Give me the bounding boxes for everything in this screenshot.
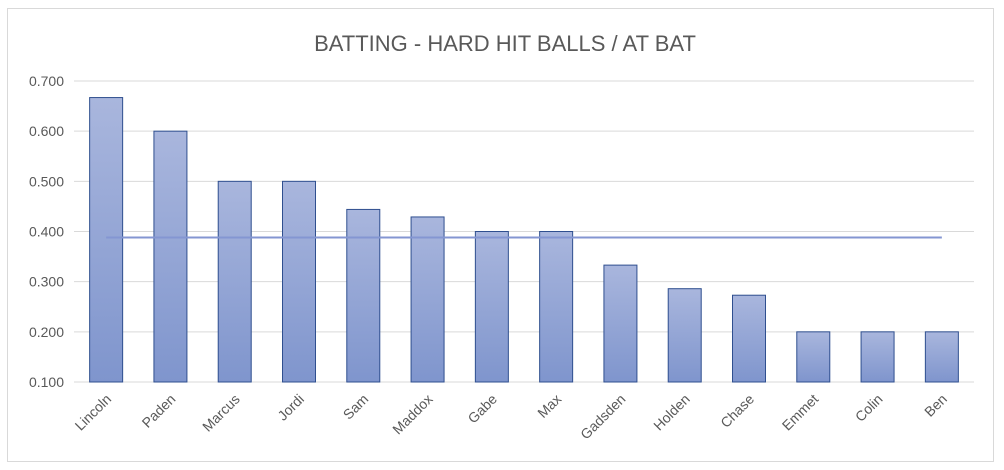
x-category-label: Lincoln	[72, 391, 115, 434]
bar-maddox	[410, 216, 445, 383]
y-tick-label: 0.200	[29, 324, 64, 340]
bar-gabe	[474, 231, 509, 383]
x-category-label: Chase	[717, 391, 757, 431]
x-category-label: Ben	[921, 391, 950, 420]
x-category-label: Paden	[139, 391, 179, 431]
x-category-label: Jordi	[274, 391, 307, 424]
bar-marcus	[217, 180, 252, 383]
bar-lincoln	[89, 97, 124, 383]
bars	[89, 97, 959, 383]
bar-emmet	[796, 331, 831, 383]
x-category-label: Sam	[340, 391, 372, 423]
bar-ben	[924, 331, 959, 383]
y-tick-label: 0.100	[29, 374, 64, 390]
x-category-label: Emmet	[779, 391, 822, 434]
bar-paden	[153, 130, 188, 383]
bar-holden	[667, 288, 702, 383]
gridlines	[74, 80, 974, 383]
x-category-label: Gabe	[464, 391, 500, 427]
bar-sam	[346, 208, 381, 383]
y-tick-label: 0.700	[29, 73, 64, 89]
x-category-label: Gadsden	[577, 391, 628, 442]
x-axis-categories: Lincoln Paden Marcus Jordi Sam Maddox Gabe Max G…	[72, 391, 950, 443]
x-category-label: Maddox	[389, 391, 436, 438]
bar-colin	[860, 331, 895, 383]
x-category-label: Max	[534, 391, 564, 421]
y-tick-label: 0.500	[29, 173, 64, 189]
bar-chase	[732, 294, 766, 383]
chart-title: BATTING - HARD HIT BALLS / AT BAT	[314, 31, 696, 56]
y-tick-label: 0.600	[29, 123, 64, 139]
bar-gadsden	[603, 264, 638, 383]
y-tick-label: 0.400	[29, 224, 64, 240]
x-category-label: Holden	[650, 391, 693, 434]
bar-chart: BATTING - HARD HIT BALLS / AT BAT 0.1000…	[29, 31, 974, 443]
x-category-label: Colin	[852, 391, 886, 425]
x-category-label: Marcus	[199, 391, 243, 435]
bar-jordi	[282, 180, 316, 383]
chart-container: BATTING - HARD HIT BALLS / AT BAT 0.100 0…	[7, 8, 994, 462]
y-axis-ticks: 0.100 0.200 0.300 0.400 0.500 0.600 0.700	[29, 73, 64, 390]
bar-max	[539, 231, 574, 383]
y-tick-label: 0.300	[29, 274, 64, 290]
